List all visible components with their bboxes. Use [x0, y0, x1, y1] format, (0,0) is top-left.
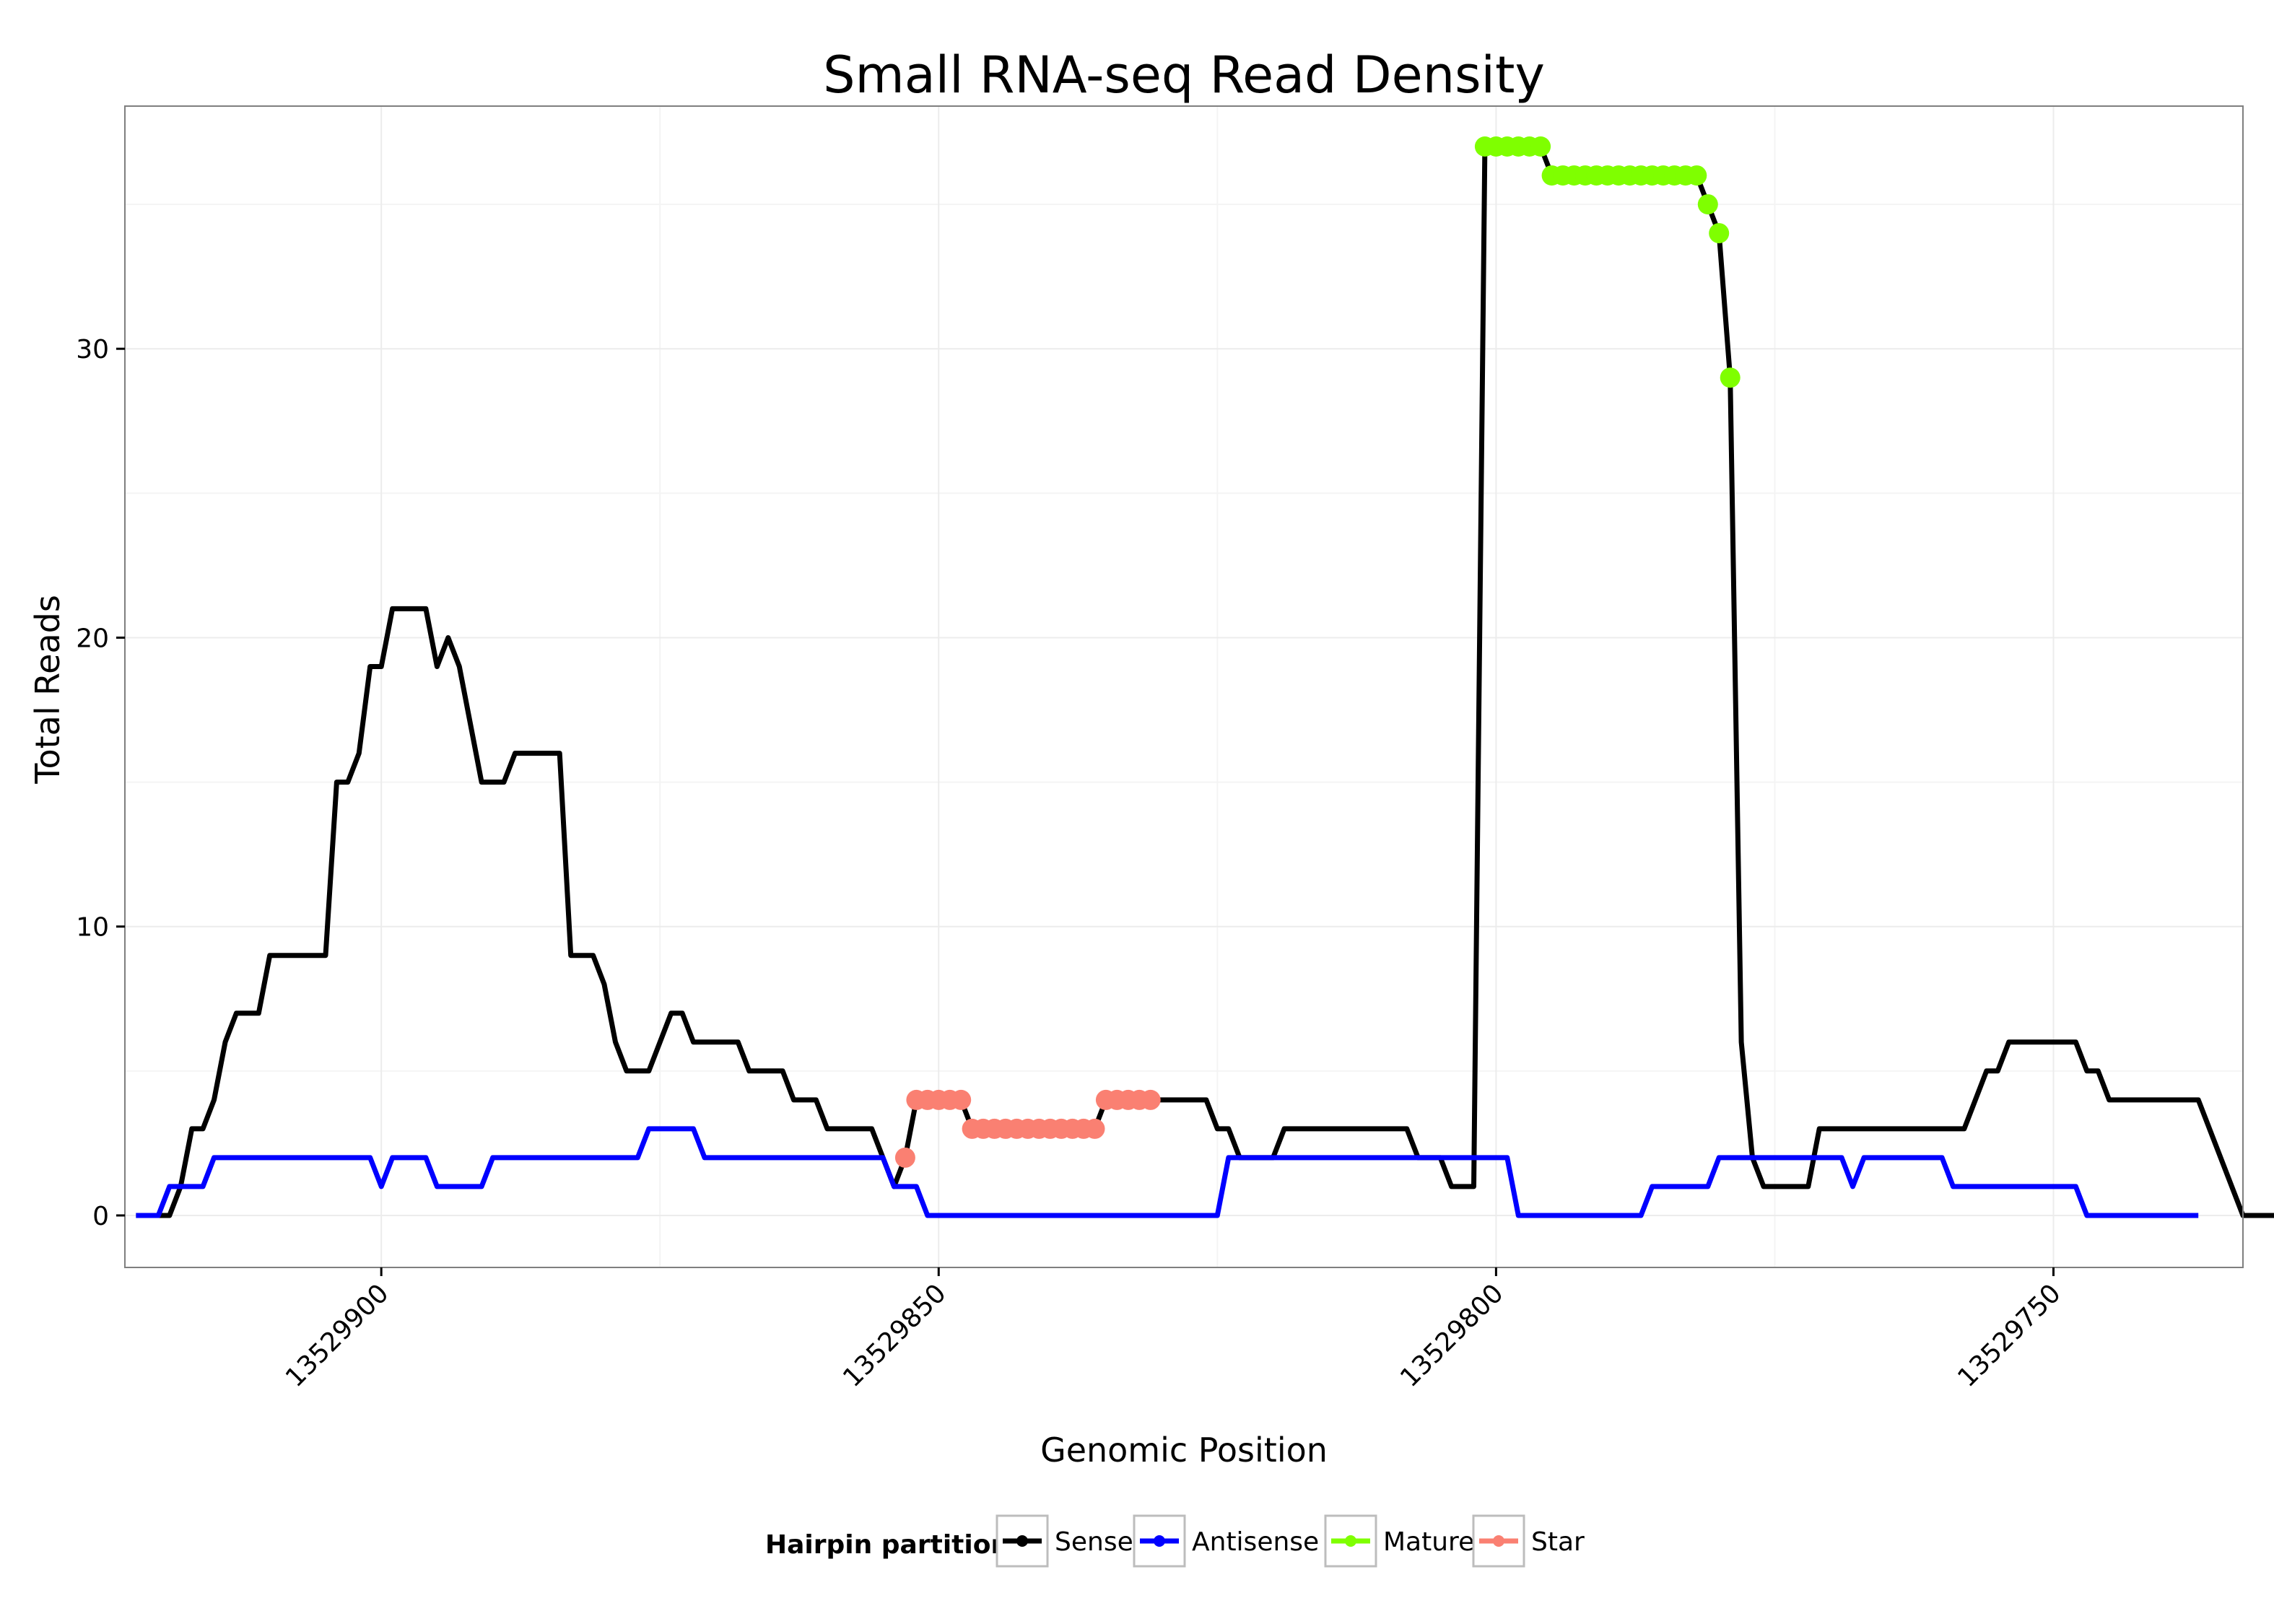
legend-item-star: Star [1472, 1514, 1585, 1568]
legend-item-sense: Sense [996, 1514, 1133, 1568]
legend-label-star: Star [1531, 1527, 1585, 1557]
y-tick-label: 0 [92, 1202, 109, 1231]
point-mature [1530, 136, 1551, 157]
legend-key-point-antisense [1154, 1535, 1165, 1547]
point-mature [1697, 194, 1718, 215]
legend-item-antisense: Antisense [1133, 1514, 1319, 1568]
y-tick-label: 20 [76, 624, 109, 653]
point-mature [1709, 223, 1730, 244]
legend: Hairpin partition Sense Antisense Mature St… [765, 1514, 1585, 1568]
y-axis-label: Total Reads [28, 595, 67, 785]
plot-panel-border [124, 105, 2244, 1268]
point-star [1140, 1089, 1161, 1110]
gridlines [125, 106, 2243, 1267]
point-star [1084, 1118, 1105, 1139]
legend-key-point-sense [1016, 1535, 1028, 1547]
series-line-antisense [136, 1126, 2199, 1218]
legend-item-mature: Mature [1324, 1514, 1474, 1568]
y-tick-label: 30 [76, 335, 109, 364]
legend-key-point-mature [1345, 1535, 1356, 1547]
legend-label-sense: Sense [1055, 1527, 1133, 1557]
point-mature [1720, 367, 1741, 388]
x-axis-label: Genomic Position [1040, 1431, 1328, 1470]
point-star [951, 1089, 972, 1110]
y-tick-label: 10 [76, 913, 109, 943]
point-mature [1686, 165, 1707, 186]
point-star [894, 1147, 915, 1168]
legend-label-mature: Mature [1383, 1527, 1474, 1557]
chart-title: Small RNA-seq Read Density [823, 45, 1545, 105]
legend-label-antisense: Antisense [1192, 1527, 1319, 1557]
series-layer [136, 136, 2274, 1218]
legend-title: Hairpin partition [765, 1530, 1009, 1560]
legend-key-point-star [1493, 1535, 1504, 1547]
y-axis: 0 10 20 30 [76, 335, 125, 1231]
